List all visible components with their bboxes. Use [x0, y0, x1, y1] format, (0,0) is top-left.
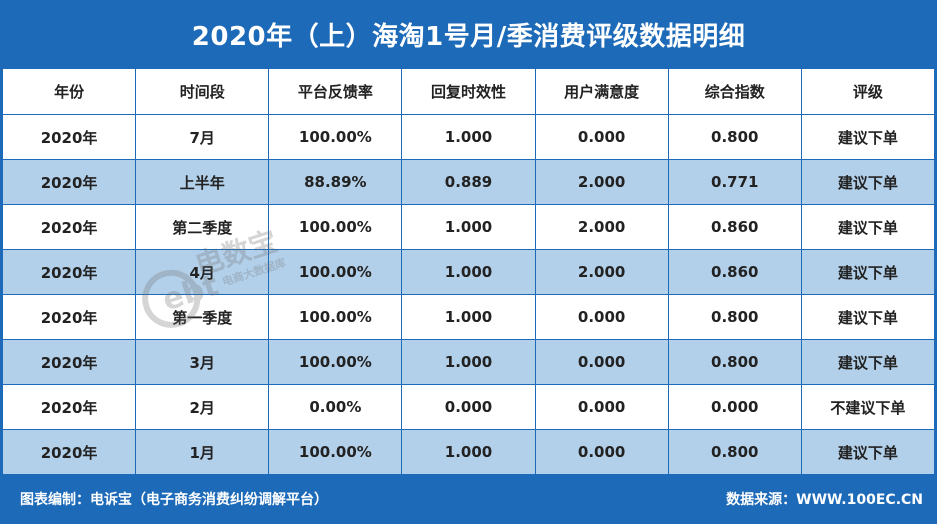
cell-rating: 建议下单 [800, 339, 936, 385]
cell-feedback-rate: 100.00% [268, 249, 403, 295]
cell-period: 第一季度 [135, 294, 270, 340]
cell-composite-index: 0.000 [667, 384, 802, 430]
table-row: 2020年 2月 0.00% 0.000 0.000 0.000 不建议下单 [1, 384, 936, 430]
column-header-feedback-rate: 平台反馈率 [268, 68, 403, 115]
table-row: 2020年 第一季度 100.00% 1.000 0.000 0.800 建议下… [1, 294, 936, 340]
cell-composite-index: 0.860 [667, 249, 802, 295]
table-row: 2020年 7月 100.00% 1.000 0.000 0.800 建议下单 [1, 114, 936, 160]
cell-rating: 建议下单 [800, 204, 936, 250]
cell-period: 4月 [135, 249, 270, 295]
cell-reply-timeliness: 1.000 [401, 114, 536, 160]
table-header-row: 年份 时间段 平台反馈率 回复时效性 用户满意度 综合指数 评级 [1, 68, 936, 115]
cell-feedback-rate: 100.00% [268, 294, 403, 340]
cell-reply-timeliness: 1.000 [401, 204, 536, 250]
table-row: 2020年 3月 100.00% 1.000 0.000 0.800 建议下单 [1, 339, 936, 385]
footer-source-text: 数据来源：WWW.100EC.CN [726, 492, 923, 508]
cell-feedback-rate: 0.00% [268, 384, 403, 430]
cell-feedback-rate: 100.00% [268, 204, 403, 250]
cell-year: 2020年 [1, 249, 137, 295]
cell-rating: 建议下单 [800, 249, 936, 295]
table-row: 2020年 第二季度 100.00% 1.000 2.000 0.860 建议下… [1, 204, 936, 250]
column-header-period: 时间段 [135, 68, 270, 115]
cell-composite-index: 0.800 [667, 429, 802, 475]
data-table-container: 年份 时间段 平台反馈率 回复时效性 用户满意度 综合指数 评级 2020年 7… [1, 68, 936, 475]
cell-composite-index: 0.800 [667, 294, 802, 340]
cell-period: 2月 [135, 384, 270, 430]
cell-year: 2020年 [1, 429, 137, 475]
cell-reply-timeliness: 1.000 [401, 294, 536, 340]
footer-bar: 图表编制：电诉宝（电子商务消费纠纷调解平台） 数据来源：WWW.100EC.CN [0, 474, 937, 524]
cell-satisfaction: 0.000 [534, 294, 669, 340]
cell-rating: 不建议下单 [800, 384, 936, 430]
cell-period: 7月 [135, 114, 270, 160]
cell-satisfaction: 0.000 [534, 429, 669, 475]
footer-compiler-text: 图表编制：电诉宝（电子商务消费纠纷调解平台） [20, 492, 328, 508]
cell-composite-index: 0.771 [667, 159, 802, 205]
cell-year: 2020年 [1, 339, 137, 385]
cell-satisfaction: 2.000 [534, 249, 669, 295]
cell-satisfaction: 0.000 [534, 339, 669, 385]
cell-rating: 建议下单 [800, 114, 936, 160]
column-header-rating: 评级 [800, 68, 936, 115]
cell-rating: 建议下单 [800, 294, 936, 340]
data-table: 年份 时间段 平台反馈率 回复时效性 用户满意度 综合指数 评级 2020年 7… [1, 68, 936, 475]
cell-period: 第二季度 [135, 204, 270, 250]
column-header-year: 年份 [1, 68, 137, 115]
cell-year: 2020年 [1, 204, 137, 250]
cell-year: 2020年 [1, 159, 137, 205]
page-title: 2020年（上）海淘1号月/季消费评级数据明细 [191, 21, 746, 52]
cell-composite-index: 0.860 [667, 204, 802, 250]
table-row: 2020年 4月 100.00% 1.000 2.000 0.860 建议下单 [1, 249, 936, 295]
cell-reply-timeliness: 0.889 [401, 159, 536, 205]
cell-satisfaction: 0.000 [534, 384, 669, 430]
table-row: 2020年 1月 100.00% 1.000 0.000 0.800 建议下单 [1, 429, 936, 475]
column-header-reply-timeliness: 回复时效性 [401, 68, 536, 115]
cell-rating: 建议下单 [800, 159, 936, 205]
cell-period: 1月 [135, 429, 270, 475]
cell-reply-timeliness: 1.000 [401, 429, 536, 475]
cell-satisfaction: 0.000 [534, 114, 669, 160]
cell-feedback-rate: 100.00% [268, 429, 403, 475]
cell-composite-index: 0.800 [667, 114, 802, 160]
table-row: 2020年 上半年 88.89% 0.889 2.000 0.771 建议下单 [1, 159, 936, 205]
cell-satisfaction: 2.000 [534, 159, 669, 205]
cell-reply-timeliness: 1.000 [401, 249, 536, 295]
cell-composite-index: 0.800 [667, 339, 802, 385]
cell-reply-timeliness: 0.000 [401, 384, 536, 430]
column-header-satisfaction: 用户满意度 [534, 68, 669, 115]
cell-year: 2020年 [1, 384, 137, 430]
cell-period: 3月 [135, 339, 270, 385]
cell-period: 上半年 [135, 159, 270, 205]
cell-feedback-rate: 100.00% [268, 114, 403, 160]
cell-satisfaction: 2.000 [534, 204, 669, 250]
cell-rating: 建议下单 [800, 429, 936, 475]
cell-year: 2020年 [1, 114, 137, 160]
cell-year: 2020年 [1, 294, 137, 340]
cell-feedback-rate: 88.89% [268, 159, 403, 205]
cell-feedback-rate: 100.00% [268, 339, 403, 385]
column-header-composite-index: 综合指数 [667, 68, 802, 115]
cell-reply-timeliness: 1.000 [401, 339, 536, 385]
title-bar: 2020年（上）海淘1号月/季消费评级数据明细 [0, 0, 937, 68]
